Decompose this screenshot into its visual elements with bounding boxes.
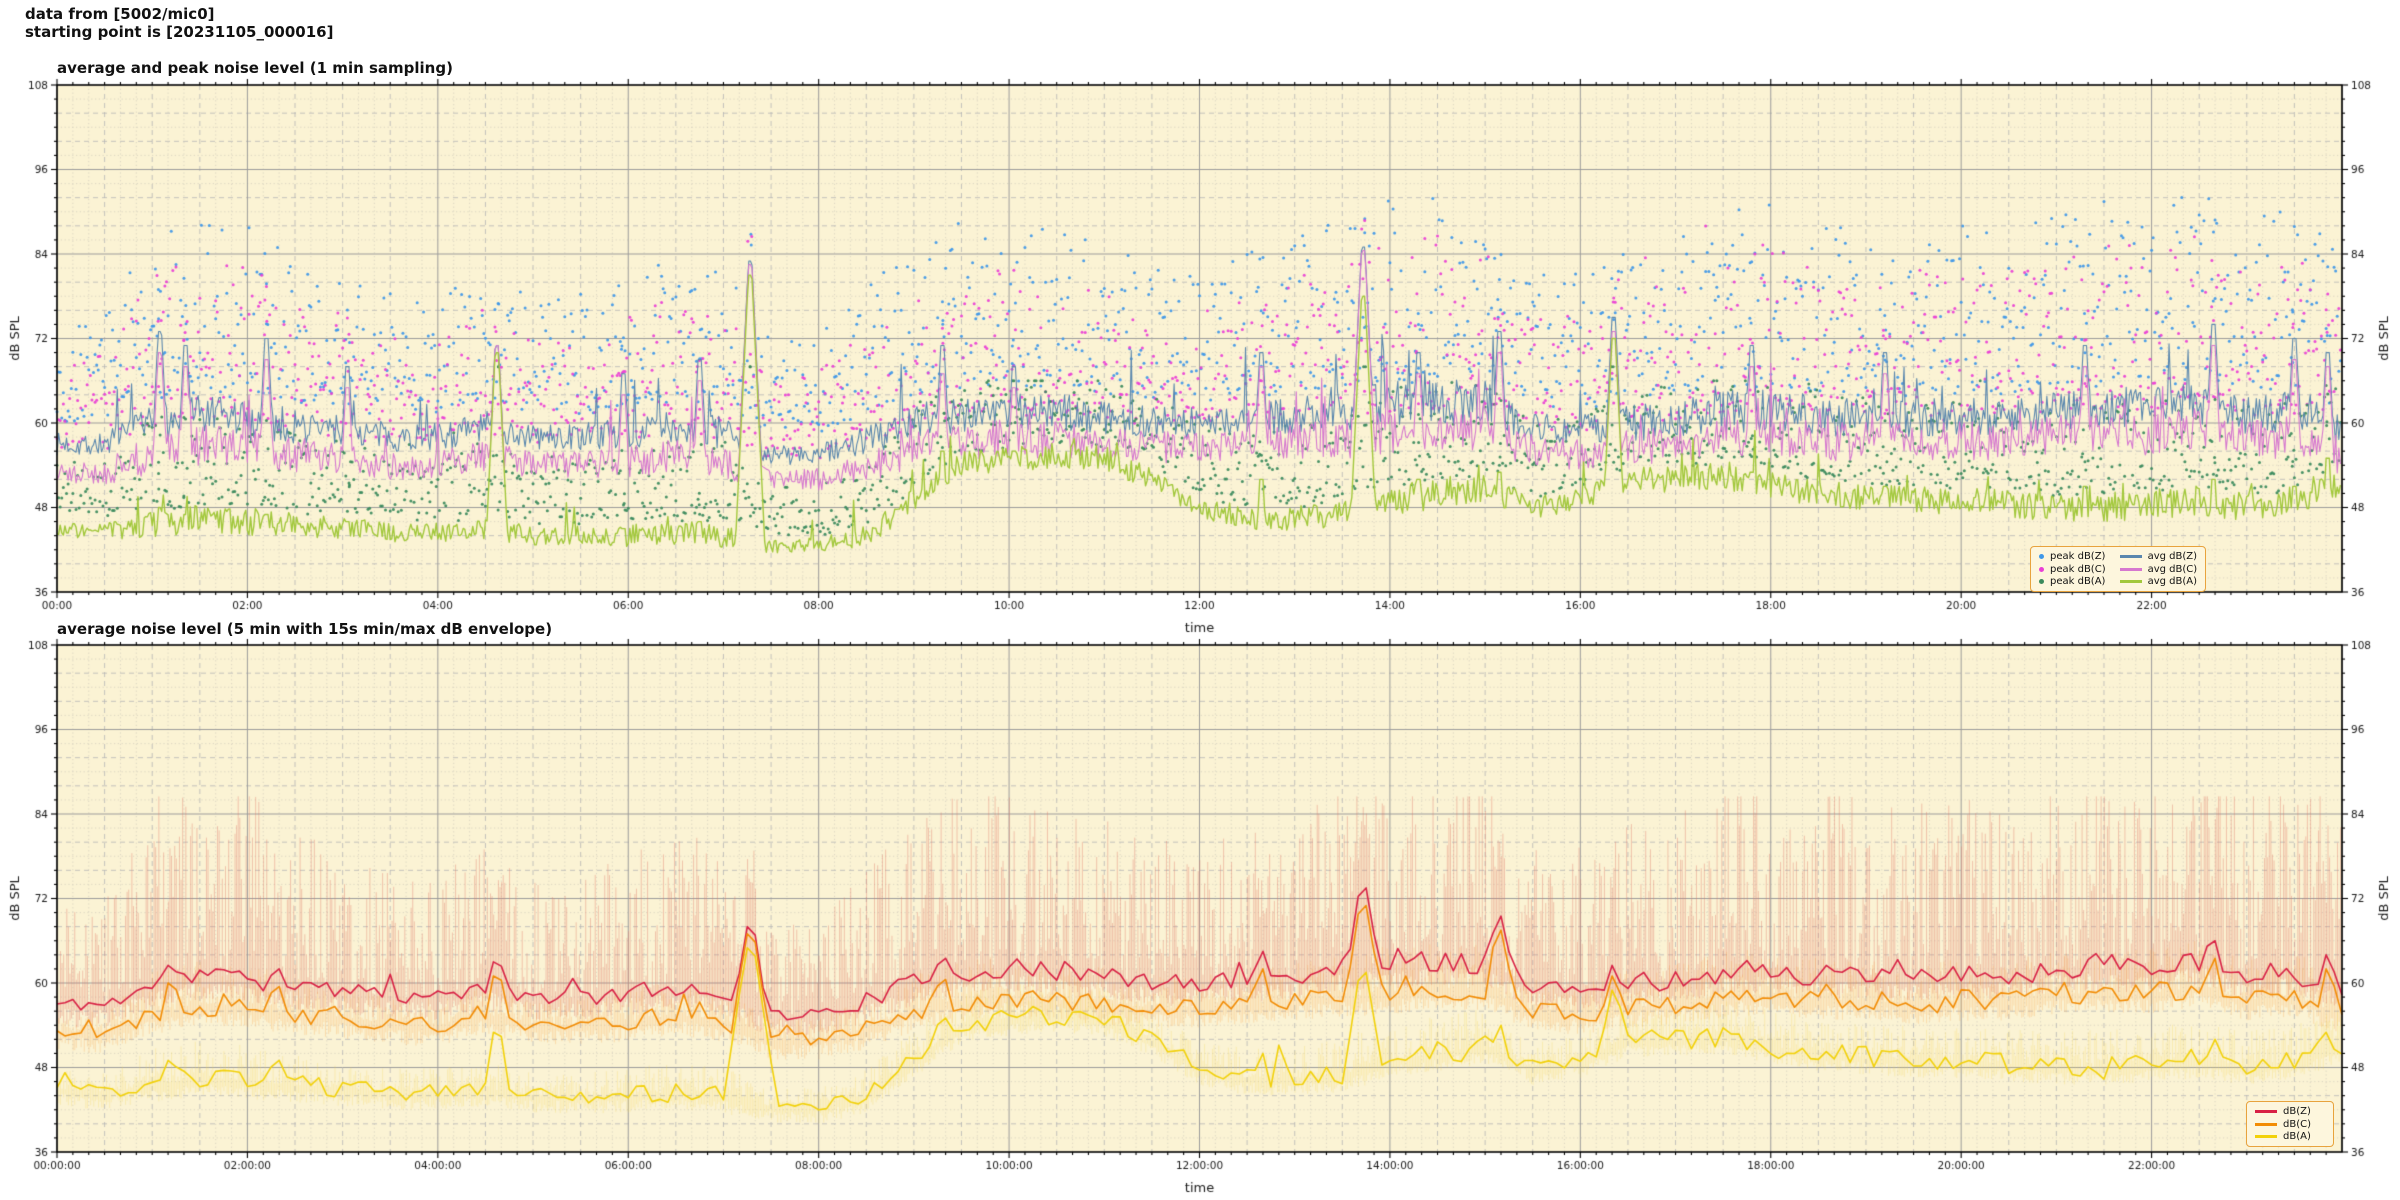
legend-label: avg dB(C) (2147, 563, 2198, 575)
legend-item: dB(Z) (2255, 1105, 2311, 1118)
legend-label: avg dB(Z) (2147, 550, 2198, 562)
legend-item: peak dB(Z) (2039, 550, 2106, 563)
legend-line-marker (2255, 1109, 2277, 1113)
legend-line-marker (2119, 580, 2142, 584)
chart2-title: average noise level (5 min with 15s min/… (57, 620, 553, 638)
chart1-title: average and peak noise level (1 min samp… (57, 59, 453, 77)
header-starting-point: starting point is [20231105_000016] (25, 23, 334, 41)
legend-dot-marker (2039, 579, 2044, 585)
chart1-legend: peak dB(Z) peak dB(C) peak dB(A) avg dB(Z) a… (2030, 546, 2207, 592)
legend-label: dB(C) (2283, 1118, 2311, 1130)
legend-item: dB(C) (2255, 1118, 2311, 1131)
legend-dot-marker (2039, 566, 2044, 572)
legend-label: avg dB(A) (2147, 576, 2198, 588)
legend-line-marker (2119, 567, 2142, 571)
legend-line-marker (2255, 1135, 2277, 1139)
legend-label: peak dB(Z) (2050, 550, 2106, 562)
legend-item: avg dB(A) (2119, 575, 2198, 588)
chart2-legend: dB(Z) dB(C) dB(A) (2246, 1101, 2334, 1147)
legend-item: peak dB(A) (2039, 575, 2106, 588)
legend-label: peak dB(A) (2050, 576, 2106, 588)
legend-item: avg dB(C) (2119, 563, 2198, 576)
legend-item: dB(A) (2255, 1130, 2311, 1143)
legend-line-marker (2119, 554, 2142, 558)
header-data-source: data from [5002/mic0] (25, 5, 215, 23)
legend-item: peak dB(C) (2039, 563, 2106, 576)
legend-label: dB(Z) (2283, 1105, 2311, 1117)
legend-label: peak dB(C) (2050, 563, 2106, 575)
legend-dot-marker (2039, 553, 2044, 559)
legend-line-marker (2255, 1122, 2277, 1126)
legend-item: avg dB(Z) (2119, 550, 2198, 563)
legend-label: dB(A) (2283, 1131, 2311, 1143)
